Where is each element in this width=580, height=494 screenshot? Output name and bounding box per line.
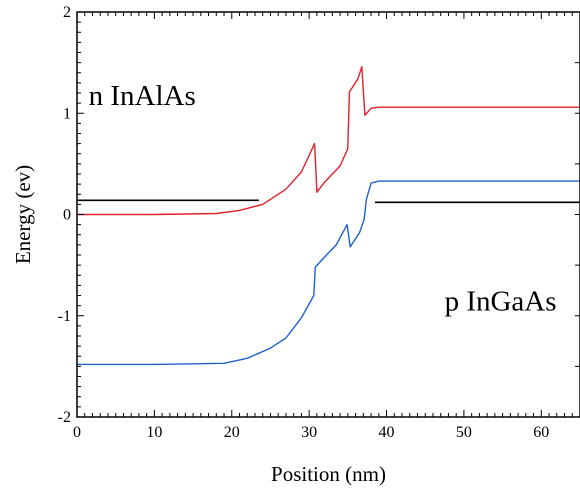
x-tick-label: 0: [73, 424, 81, 441]
y-tick-label: 1: [63, 105, 71, 122]
valence-band-line: [77, 180, 580, 366]
y-tick-label: 2: [63, 4, 71, 21]
x-tick-label: 40: [379, 424, 395, 441]
y-tick-label: -2: [58, 409, 71, 426]
x-tick-label: 30: [301, 424, 317, 441]
annotation-p-ingaas: p InGaAs: [445, 286, 557, 318]
x-axis-label: Position (nm): [271, 462, 386, 486]
y-axis-label: Energy (ev): [11, 165, 35, 264]
x-tick-label: 10: [146, 424, 162, 441]
annotation-n-inalas: n InAlAs: [89, 80, 196, 112]
x-tick-label: 60: [533, 424, 549, 441]
x-tick-label: 50: [456, 424, 472, 441]
data-series-group: [77, 65, 580, 366]
y-tick-label: -1: [58, 308, 71, 325]
conduction-band-line: [77, 65, 580, 216]
axis-ticks: [76, 11, 580, 418]
x-tick-label: 20: [224, 424, 240, 441]
tick-labels: 0 10 20 30 40 50 60 -2 -1 0 1 2: [58, 4, 550, 441]
y-tick-label: 0: [63, 207, 71, 224]
